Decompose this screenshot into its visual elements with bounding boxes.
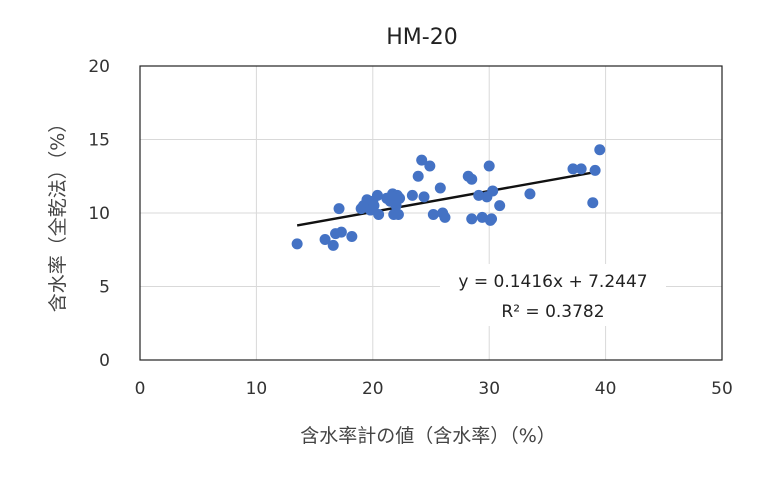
y-tick-label: 10 [88, 204, 110, 224]
data-point [487, 185, 499, 197]
data-point [373, 208, 385, 220]
x-tick-label: 40 [595, 379, 617, 399]
x-axis-label: 含水率計の値（含水率）（%） [300, 425, 556, 447]
x-axis-ticks: 0 10 20 30 40 50 [135, 379, 733, 399]
data-point [434, 182, 446, 194]
data-point [346, 231, 358, 243]
data-point [319, 233, 331, 245]
data-point [473, 189, 485, 201]
data-point [594, 144, 606, 156]
x-tick-label: 0 [135, 379, 146, 399]
data-point [416, 154, 428, 166]
data-point [406, 189, 418, 201]
x-tick-label: 20 [362, 379, 384, 399]
equation-label-background [440, 264, 666, 326]
data-point [439, 211, 451, 223]
data-points [291, 144, 606, 251]
data-point [371, 189, 383, 201]
x-tick-label: 30 [478, 379, 500, 399]
data-point [392, 208, 404, 220]
data-point [427, 208, 439, 220]
y-tick-label: 20 [88, 57, 110, 77]
y-tick-label: 5 [99, 278, 110, 298]
data-point [327, 239, 339, 251]
data-point [589, 164, 601, 176]
data-point [575, 163, 587, 175]
x-tick-label: 10 [246, 379, 268, 399]
data-point [368, 200, 380, 212]
data-point [394, 192, 406, 204]
y-tick-label: 15 [88, 131, 110, 151]
y-axis-ticks: 0 5 10 15 20 [88, 57, 110, 371]
trendline-r-squared: R² = 0.3782 [501, 302, 604, 322]
data-point [587, 197, 599, 209]
x-tick-label: 50 [711, 379, 733, 399]
data-point [466, 213, 478, 225]
data-point [567, 163, 579, 175]
data-point [412, 170, 424, 182]
data-point [333, 203, 345, 215]
y-tick-label: 0 [99, 351, 110, 371]
chart-title: HM-20 [386, 25, 457, 50]
plot-area-frame [139, 65, 723, 361]
data-point [524, 188, 536, 200]
data-point [494, 200, 506, 212]
y-axis-label: 含水率（全乾法）（%） [47, 114, 69, 313]
trendline [296, 170, 600, 227]
data-point [418, 191, 430, 203]
data-point [483, 160, 495, 172]
data-point [335, 226, 347, 238]
data-point [466, 173, 478, 185]
data-point [424, 160, 436, 172]
trendline-equation: y = 0.1416x + 7.2447 [458, 272, 647, 292]
data-point [291, 238, 303, 250]
data-point [486, 213, 498, 225]
